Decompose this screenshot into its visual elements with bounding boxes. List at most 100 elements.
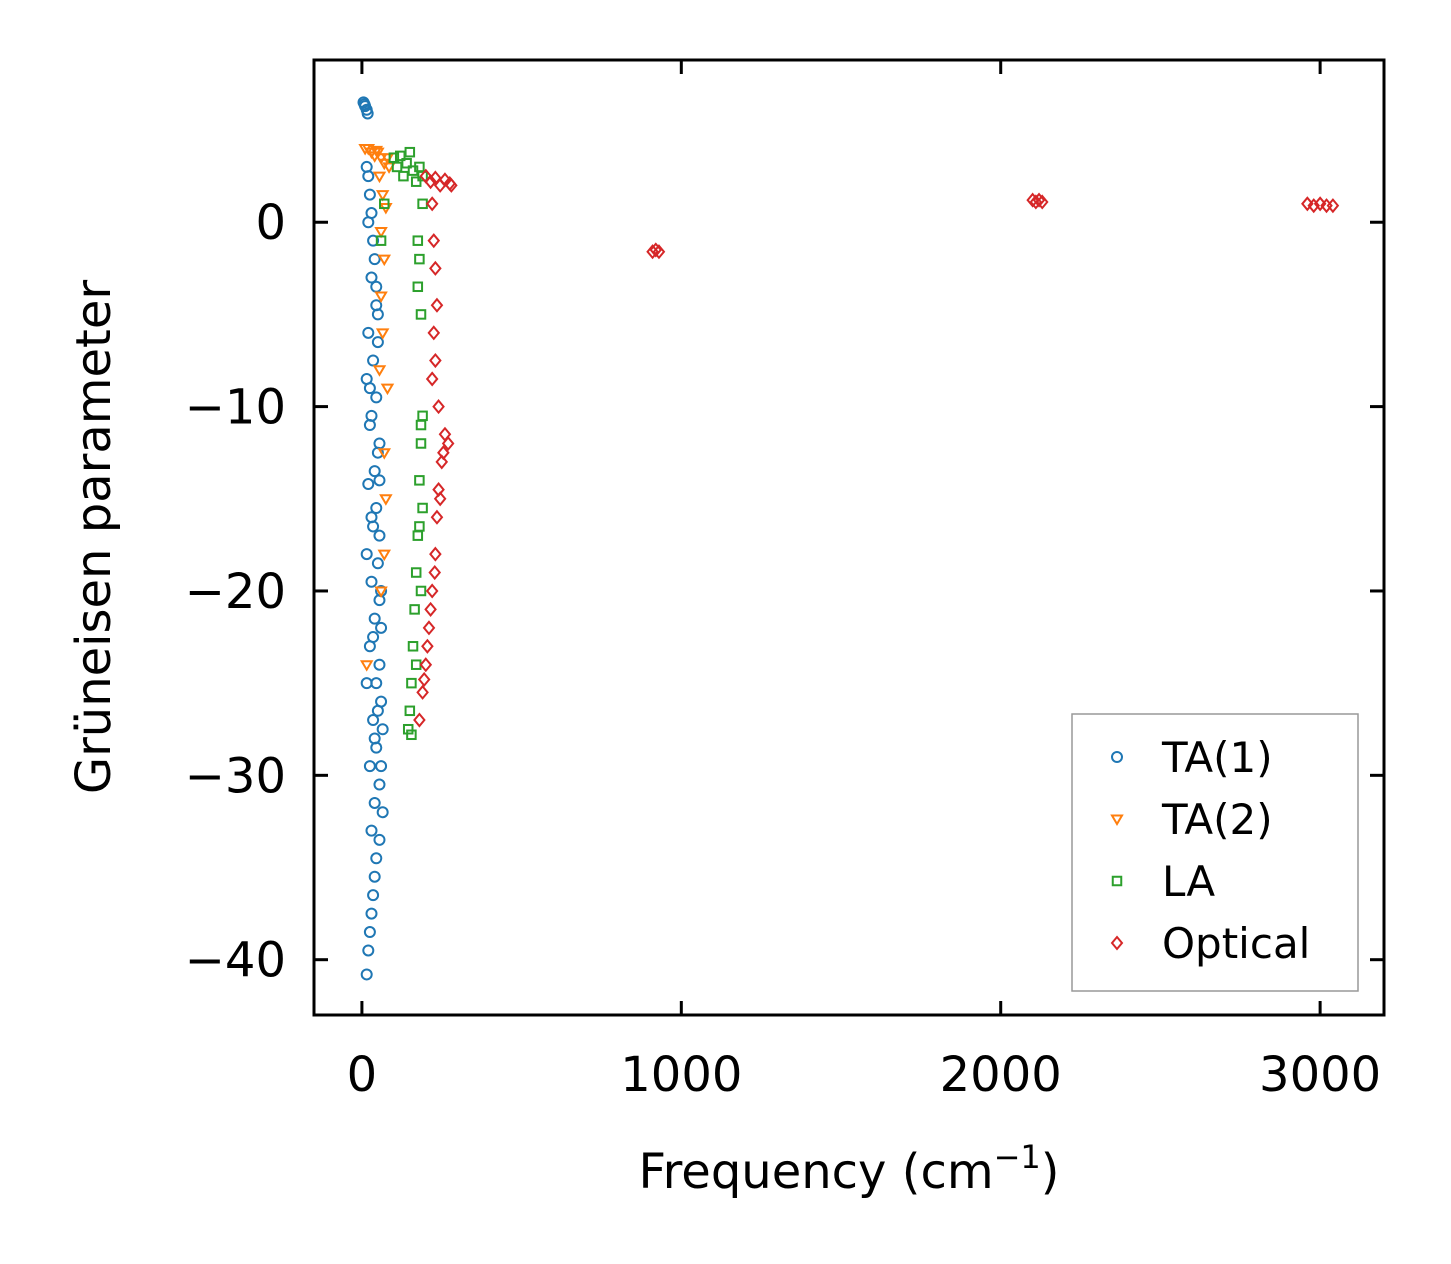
data-point xyxy=(367,714,380,727)
legend-marker xyxy=(1110,935,1124,951)
data-point xyxy=(375,235,387,246)
data-point xyxy=(360,677,373,690)
x-tick-label: 3000 xyxy=(1259,1047,1381,1103)
data-point xyxy=(409,604,420,615)
data-point xyxy=(402,723,414,735)
data-point xyxy=(362,326,375,339)
data-point xyxy=(429,352,442,369)
data-point xyxy=(375,190,390,202)
data-point xyxy=(370,852,383,865)
legend-item-la: LA xyxy=(1111,857,1215,906)
data-point xyxy=(407,641,419,652)
data-point xyxy=(433,491,447,507)
data-point xyxy=(415,309,427,320)
data-point xyxy=(404,705,416,717)
legend-marker xyxy=(1111,875,1123,887)
data-point xyxy=(414,521,425,532)
data-point xyxy=(410,176,422,187)
data-point xyxy=(382,162,396,174)
data-point xyxy=(363,760,376,773)
data-point xyxy=(368,732,381,745)
data-point xyxy=(414,253,425,265)
data-point xyxy=(414,475,425,486)
data-point xyxy=(370,502,383,515)
data-point xyxy=(398,170,409,182)
data-point xyxy=(373,833,386,846)
data-point xyxy=(406,729,417,741)
data-point xyxy=(367,234,380,247)
data-point xyxy=(413,712,426,728)
legend-item-ta-2-: TA(2) xyxy=(1110,795,1273,844)
legend-label: LA xyxy=(1162,857,1215,906)
data-point xyxy=(424,174,437,190)
data-point xyxy=(368,253,381,266)
data-point xyxy=(375,621,388,634)
data-point xyxy=(379,198,390,210)
data-point xyxy=(415,438,427,449)
x-ticks: 0 1000 2000 3000 xyxy=(347,60,1381,1103)
data-point xyxy=(365,511,378,524)
data-point xyxy=(425,371,439,387)
data-point xyxy=(427,233,441,249)
data-point xyxy=(374,153,388,165)
y-tick-label: −30 xyxy=(185,748,286,804)
data-point xyxy=(1035,194,1049,210)
legend: TA(1) TA(2) LA Optical xyxy=(1071,713,1359,992)
data-point xyxy=(373,778,386,791)
data-point xyxy=(359,660,374,672)
data-point xyxy=(430,297,444,313)
data-marks xyxy=(357,96,1340,981)
data-point xyxy=(377,448,392,460)
legend-label: TA(2) xyxy=(1161,795,1273,844)
legend-label: Optical xyxy=(1162,919,1310,968)
data-point xyxy=(379,494,393,506)
data-point xyxy=(1307,198,1321,214)
y-ticks: 0 −10 −20 −30 −40 xyxy=(185,195,1384,989)
legend-marker xyxy=(1111,751,1123,763)
data-point xyxy=(360,968,373,981)
data-point xyxy=(404,146,416,158)
legend-item-ta-1-: TA(1) xyxy=(1111,733,1273,782)
data-point xyxy=(363,188,376,201)
data-point xyxy=(421,638,434,654)
x-tick-label: 2000 xyxy=(940,1047,1062,1103)
data-point xyxy=(415,585,427,597)
x-axis-label: Frequency (cm−1) xyxy=(638,1138,1059,1200)
data-point xyxy=(365,907,378,920)
data-point xyxy=(430,509,444,525)
data-point xyxy=(410,567,422,578)
data-point xyxy=(362,216,375,229)
data-point xyxy=(374,291,388,303)
y-tick-label: −10 xyxy=(185,380,286,436)
data-point xyxy=(362,478,375,491)
data-point xyxy=(428,564,442,581)
data-point xyxy=(376,723,389,736)
series-optical xyxy=(413,168,1340,728)
series-ta-1- xyxy=(357,96,389,981)
data-point xyxy=(362,170,375,183)
legend-item-optical: Optical xyxy=(1110,919,1310,968)
data-point xyxy=(365,575,378,588)
data-point xyxy=(1326,198,1340,214)
data-point xyxy=(373,529,386,542)
data-point xyxy=(367,631,380,644)
data-point xyxy=(401,157,412,169)
data-point xyxy=(445,177,458,193)
data-point xyxy=(1032,192,1046,208)
data-point xyxy=(417,671,431,688)
legend-marker xyxy=(1110,814,1124,826)
data-point xyxy=(368,612,381,625)
data-point xyxy=(365,824,378,837)
data-point xyxy=(425,583,439,599)
series-la xyxy=(375,146,428,741)
data-point xyxy=(371,704,384,717)
data-point xyxy=(649,242,663,258)
y-tick-label: −20 xyxy=(185,564,286,620)
data-point xyxy=(372,365,387,377)
y-tick-label: −40 xyxy=(185,933,286,989)
data-point xyxy=(377,254,392,267)
data-point xyxy=(435,454,449,470)
data-point xyxy=(376,806,389,819)
data-point xyxy=(373,658,386,671)
